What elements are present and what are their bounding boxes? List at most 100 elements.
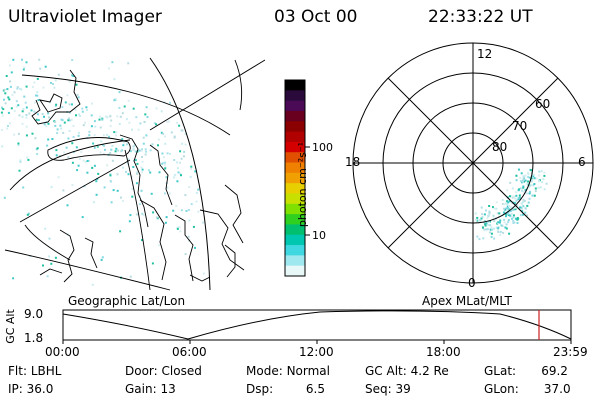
emission-pixel (179, 150, 182, 153)
emission-pixel (16, 87, 19, 90)
lat-label-70: 70 (512, 119, 528, 133)
emission-pixel (128, 121, 131, 124)
emission-pixel (68, 80, 71, 83)
polar-emission-pixel (504, 208, 507, 211)
glat-label: GLat: (484, 364, 517, 378)
emission-pixel (118, 106, 121, 109)
emission-pixel (3, 98, 5, 101)
emission-pixel (129, 275, 132, 278)
emission-pixel (87, 159, 90, 162)
polar-emission-pixel (480, 217, 483, 220)
color-bar-segment (285, 214, 305, 226)
polar-emission-pixel (511, 187, 514, 190)
polar-emission-pixel (520, 172, 523, 175)
emission-pixel (155, 107, 158, 110)
emission-pixel (70, 118, 73, 121)
emission-pixel (68, 111, 71, 114)
polar-emission-pixel (493, 207, 496, 210)
emission-pixel (164, 142, 167, 145)
emission-pixel (25, 116, 28, 119)
emission-pixel (119, 196, 122, 199)
emission-pixel (88, 134, 91, 137)
color-bar-segment (285, 80, 305, 91)
emission-pixel (23, 95, 26, 98)
emission-pixel (195, 191, 198, 194)
emission-pixel (7, 96, 10, 99)
coastlines (31, 69, 245, 283)
polar-emission-pixel (505, 213, 508, 216)
polar-emission-pixel (522, 178, 525, 181)
color-bar-segment (285, 90, 305, 102)
polar-emission-pixel (516, 198, 519, 201)
emission-pixel (63, 151, 66, 154)
flt-field: Flt: LBHL (8, 364, 61, 378)
polar-emission-pixel (507, 219, 510, 222)
polar-emission-pixel (522, 185, 525, 188)
polar-emission-pixel (488, 210, 491, 213)
emission-pixel (123, 105, 126, 108)
polar-emission-pixel (476, 235, 479, 238)
glon-field: GLon: 37.0 (484, 382, 571, 396)
emission-pixel (67, 117, 70, 120)
emission-pixel (180, 157, 183, 160)
timeline-xlabel-1800: 18:00 (426, 345, 461, 359)
polar-emission-pixel (528, 197, 531, 200)
emission-pixel (68, 129, 71, 132)
emission-pixel (88, 130, 91, 133)
color-bar-segment (285, 162, 305, 174)
emission-pixel (112, 189, 115, 192)
emission-pixel (33, 110, 36, 113)
polar-emission-pixel (503, 207, 505, 210)
polar-emission-pixel (514, 206, 517, 209)
emission-pixel (104, 115, 107, 118)
ip-label: IP: (8, 382, 23, 396)
emission-pixel (79, 115, 81, 117)
polar-emission-pixel (508, 232, 511, 235)
door-label: Door: (125, 364, 158, 378)
emission-pixel (194, 246, 196, 249)
gain-value: 13 (160, 382, 176, 396)
emission-pixel (103, 186, 106, 189)
polar-emission-pixel (522, 180, 524, 183)
emission-pixel (58, 154, 61, 157)
polar-emission-pixel (484, 224, 487, 227)
polar-emission-pixel (522, 205, 525, 208)
emission-pixel (151, 262, 154, 265)
emission-pixel (61, 119, 64, 122)
polar-emission-pixel (498, 212, 501, 215)
emission-pixel (26, 213, 29, 216)
emission-pixel (77, 134, 80, 137)
polar-emission-pixel (530, 169, 532, 172)
emission-pixel (157, 138, 160, 141)
emission-pixel (110, 119, 113, 122)
emission-pixel (123, 141, 126, 144)
emission-pixel (185, 210, 188, 212)
emission-pixel (50, 262, 53, 265)
emission-pixel (37, 119, 40, 122)
emission-pixel (52, 83, 54, 85)
color-bar-label-100: 100 (312, 141, 333, 154)
polar-emission-pixel (528, 176, 531, 179)
polar-diagonal-2 (387, 77, 559, 249)
polar-emission-pixel (539, 186, 542, 189)
polar-emission-pixel (511, 207, 514, 210)
emission-pixel (69, 119, 72, 122)
emission-pixel (108, 67, 110, 70)
emission-pixel (57, 176, 60, 179)
emission-pixel (6, 88, 9, 91)
emission-pixel (131, 195, 134, 198)
emission-pixel (176, 226, 179, 229)
polar-emission-pixel (493, 227, 495, 230)
polar-emission-pixel (486, 224, 489, 226)
polar-emission-pixel (515, 199, 518, 202)
dsp-field: Dsp: 6.5 (246, 382, 325, 396)
emission-pixel (135, 171, 138, 174)
emission-pixel (115, 134, 117, 137)
emission-pixel (106, 116, 109, 119)
polar-emission-pixel (489, 228, 492, 231)
polar-emission-pixel (521, 189, 523, 192)
emission-pixel (91, 166, 94, 169)
emission-pixel (116, 173, 119, 176)
emission-pixel (134, 150, 137, 153)
